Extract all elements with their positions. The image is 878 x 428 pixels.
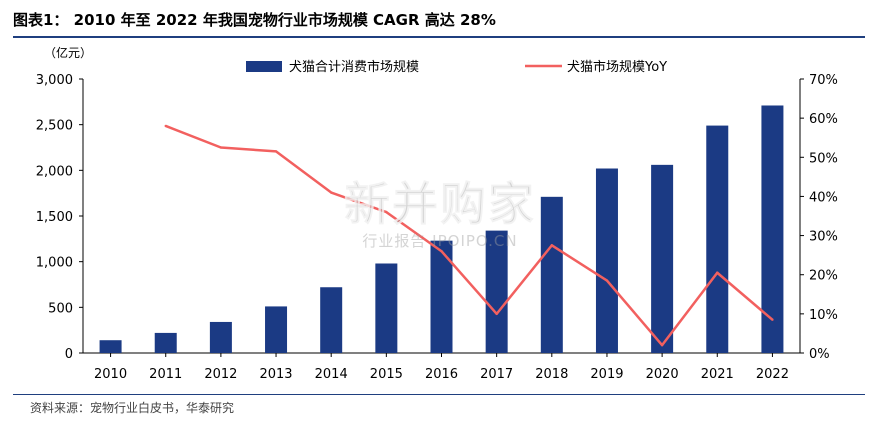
left-axis-tick-label: 1,500 [36,210,73,225]
bar-market-size [154,332,177,353]
right-axis-tick-label: 30% [809,230,838,245]
point-yoy [385,210,388,214]
right-axis-tick-label: 40% [809,190,838,205]
right-axis-tick-label: 60% [809,112,838,127]
x-axis-tick-label: 2016 [425,367,458,382]
right-axis-tick-label: 10% [809,308,838,323]
x-axis-tick-label: 2021 [701,367,734,382]
left-axis-tick-label: 0 [65,347,73,362]
point-yoy [329,191,333,194]
left-axis-unit-label: （亿元） [44,45,92,60]
right-axis-tick-label: 20% [809,269,838,284]
point-yoy [660,343,664,347]
bar-market-size [265,306,288,353]
legend-label-line: 犬猫市场规模YoY [567,59,667,75]
point-yoy [771,318,774,321]
page-title: 图表1： 2010 年至 2022 年我国宠物行业市场规模 CAGR 高达 28… [13,11,496,29]
x-axis-tick-label: 2018 [535,367,568,382]
x-axis-tick-label: 2013 [259,367,292,382]
x-axis-tick-label: 2019 [590,367,623,382]
legend-swatch-bar [246,61,282,72]
bar-market-size [430,240,453,353]
source-divider [13,394,865,395]
right-axis-tick-label: 0% [809,347,830,362]
x-axis-tick-label: 2015 [370,367,403,382]
bar-market-size [651,164,674,353]
x-axis-tick-label: 2010 [94,367,127,382]
source-note: 资料来源：宠物行业白皮书，华泰研究 [30,401,235,415]
point-yoy [550,244,554,247]
point-yoy [495,312,498,316]
bar-market-size [99,340,122,353]
point-yoy [274,150,278,153]
bar-market-size [706,125,729,353]
point-yoy [605,279,609,282]
x-axis-tick-label: 2022 [756,367,789,382]
bar-market-size [320,287,343,353]
x-axis-tick-label: 2020 [646,367,679,382]
bar-market-size [485,230,508,353]
legend-label-bar: 犬猫合计消费市场规模 [289,59,419,75]
left-axis-tick-label: 2,500 [36,119,73,134]
left-axis-tick-label: 500 [48,301,73,316]
x-axis-tick-label: 2011 [149,367,182,382]
bar-market-size [375,263,398,353]
bar-market-size [540,196,563,353]
title-divider [13,36,865,38]
left-axis-tick-label: 1,000 [36,256,73,271]
point-yoy [164,124,167,128]
x-axis-tick-label: 2012 [204,367,237,382]
line-yoy [165,124,774,347]
point-yoy [440,250,443,253]
bar-market-size [761,105,784,353]
left-axis-tick-label: 3,000 [36,73,73,88]
left-axis-tick-label: 2,000 [36,164,73,179]
bar-market-size [595,168,618,353]
x-axis-tick-label: 2014 [315,367,348,382]
market-size-chart: 0 500 1,000 1,500 2,000 2,500 3,000 0% 10% 20% 30%… [36,45,838,382]
point-yoy [219,146,223,149]
x-axis-tick-label: 2017 [480,367,513,382]
title-bar: 图表1： 2010 年至 2022 年我国宠物行业市场规模 CAGR 高达 28… [0,0,878,38]
bar-market-size [209,321,232,353]
point-yoy [716,271,719,274]
right-axis-tick-label: 50% [809,151,838,166]
right-axis-tick-label: 70% [809,73,838,88]
